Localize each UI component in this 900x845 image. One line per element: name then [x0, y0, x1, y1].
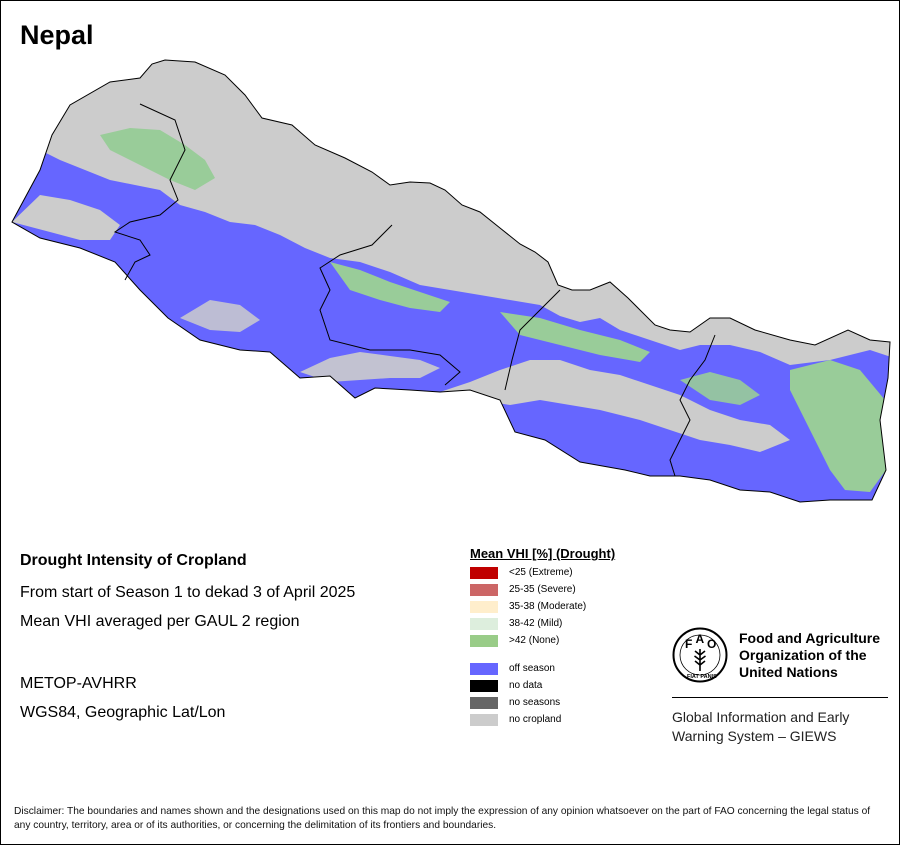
disclaimer: Disclaimer: The boundaries and names sho… — [14, 806, 871, 831]
legend-item-label: 35-38 (Moderate) — [509, 601, 587, 612]
legend-item-row: <25 (Extreme) — [470, 565, 690, 582]
giews-name: Global Information and Early Warning Sys… — [672, 708, 849, 746]
projection-text: WGS84, Geographic Lat/Lon — [20, 704, 226, 721]
legend-item-label: >42 (None) — [509, 635, 560, 646]
period-text: From start of Season 1 to dekad 3 of Apr… — [20, 584, 356, 601]
no-cropland-patch — [300, 352, 440, 382]
none-drought-west — [100, 128, 215, 190]
legend-item-swatch — [470, 618, 498, 630]
province-boundary-3 — [504, 289, 561, 391]
legend-item-row: >42 (None) — [470, 633, 690, 650]
legend-item-label: <25 (Extreme) — [509, 567, 573, 578]
fao-org-line-3: United Nations — [739, 664, 838, 680]
legend-status-label: no seasons — [509, 697, 561, 708]
none-drought-central-2 — [500, 312, 650, 362]
fao-logo-o: O — [707, 637, 716, 651]
no-cropland-west — [12, 195, 120, 240]
legend-status-items: off season no data no seasons no cropland — [470, 661, 690, 729]
fao-logo: F A O FIAT PANIS — [672, 627, 728, 683]
sensor-text: METOP-AVHRR — [20, 675, 137, 692]
map-subject-title: Drought Intensity of Cropland — [20, 552, 247, 569]
legend-status-swatch — [470, 697, 498, 709]
giews-line-1: Global Information and Early — [672, 709, 850, 725]
legend: Mean VHI [%] (Drought) <25 (Extreme) 25-3… — [470, 546, 690, 729]
legend-item-row: 38-42 (Mild) — [470, 616, 690, 633]
nepal-map — [11, 59, 891, 503]
legend-item-label: 25-35 (Severe) — [509, 584, 576, 595]
legend-status-row: no seasons — [470, 695, 690, 712]
fao-org-line-2: Organization of the — [739, 647, 867, 663]
province-boundary-1 — [113, 103, 186, 281]
map-title: Nepal — [20, 20, 94, 50]
legend-status-row: off season — [470, 661, 690, 678]
no-cropland-patch-2 — [180, 300, 260, 332]
none-drought-east-2 — [680, 372, 760, 405]
fao-org-name: Food and Agriculture Organization of the… — [739, 630, 880, 681]
legend-status-swatch — [470, 680, 498, 692]
none-drought-east — [790, 360, 886, 492]
legend-status-label: off season — [509, 663, 555, 674]
province-boundary-2 — [319, 224, 461, 386]
legend-status-row: no data — [470, 678, 690, 695]
divider — [672, 697, 888, 698]
none-drought-central — [330, 262, 450, 312]
method-text: Mean VHI averaged per GAUL 2 region — [20, 613, 300, 630]
legend-item-label: 38-42 (Mild) — [509, 618, 563, 629]
legend-items: <25 (Extreme) 25-35 (Severe) 35-38 (Modera… — [470, 565, 690, 650]
fao-logo-a: A — [696, 632, 705, 646]
legend-status-row: no cropland — [470, 712, 690, 729]
fao-logo-motto: FIAT PANIS — [687, 674, 717, 680]
legend-title: Mean VHI [%] (Drought) — [470, 546, 616, 561]
legend-status-swatch — [470, 663, 498, 675]
legend-item-row: 25-35 (Severe) — [470, 582, 690, 599]
legend-item-row: 35-38 (Moderate) — [470, 599, 690, 616]
giews-line-2: Warning System – GIEWS — [672, 728, 837, 744]
fao-logo-f: F — [685, 637, 692, 651]
fao-org-line-1: Food and Agriculture — [739, 630, 881, 646]
legend-item-swatch — [470, 567, 498, 579]
legend-item-swatch — [470, 601, 498, 613]
country-outline — [11, 59, 891, 503]
province-boundary-4 — [669, 334, 716, 477]
legend-item-swatch — [470, 584, 498, 596]
legend-status-label: no data — [509, 680, 543, 691]
legend-status-label: no cropland — [509, 714, 562, 725]
legend-status-swatch — [470, 714, 498, 726]
legend-item-swatch — [470, 635, 498, 647]
no-cropland-terai — [440, 360, 790, 452]
